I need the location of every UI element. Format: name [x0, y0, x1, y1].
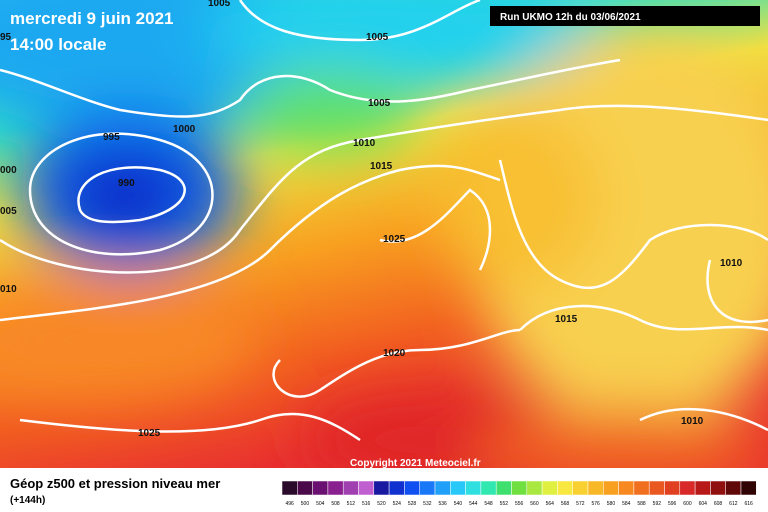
- scale-swatch: [603, 480, 619, 496]
- scale-swatch: [526, 480, 543, 496]
- isobar-label: 990: [118, 178, 135, 189]
- scale-label: 612: [729, 501, 738, 507]
- run-box: [490, 6, 760, 26]
- scale-swatch: [450, 480, 466, 496]
- scale-swatch: [664, 480, 681, 496]
- scale-swatch: [281, 480, 298, 496]
- scale-swatch: [404, 480, 420, 496]
- scale-label: 512: [347, 501, 356, 507]
- scale-label: 568: [561, 501, 570, 507]
- scale-label: 548: [484, 501, 493, 507]
- isobar-label: 000: [0, 165, 17, 176]
- scale-label: 524: [393, 501, 402, 507]
- copyright: Copyright 2021 Meteociel.fr: [350, 458, 481, 469]
- isobar-label: 1010: [720, 258, 743, 269]
- isobars: [0, 0, 768, 440]
- isobar-label: 1010: [681, 416, 704, 427]
- scale-label: 588: [637, 501, 646, 507]
- scale-label: 560: [530, 501, 539, 507]
- scale-label: 584: [622, 501, 631, 507]
- isobar-label: 1010: [353, 138, 376, 149]
- scale-label: 572: [576, 501, 585, 507]
- scale-swatch: [434, 480, 451, 496]
- time-label: 14:00 locale: [10, 35, 106, 54]
- scale-swatch: [572, 480, 589, 496]
- scale-label: 592: [653, 501, 662, 507]
- scale-label: 596: [668, 501, 677, 507]
- date-label: mercredi 9 juin 2021: [10, 9, 173, 28]
- isobar-label: 1005: [368, 98, 391, 109]
- scale-swatch: [541, 480, 558, 496]
- scale-swatch: [312, 480, 329, 496]
- scale-swatch: [495, 480, 512, 496]
- scale-label: 604: [699, 501, 708, 507]
- scale-label: 528: [408, 501, 417, 507]
- scale-label: 600: [683, 501, 692, 507]
- scale-swatch: [633, 480, 650, 496]
- scale-swatch: [373, 480, 390, 496]
- scale-swatch: [511, 480, 528, 496]
- scale-label: 508: [331, 501, 340, 507]
- scale-label: 552: [500, 501, 509, 507]
- scale-label: 580: [607, 501, 616, 507]
- scale-swatch: [618, 480, 635, 496]
- isobar-label: 1015: [370, 161, 393, 172]
- scale-label: 556: [515, 501, 524, 507]
- scale-label: 516: [362, 501, 371, 507]
- scale-swatch: [557, 480, 573, 496]
- isobar-label: 95: [0, 32, 12, 43]
- isobar-label: 1025: [138, 428, 161, 439]
- scale-swatch: [419, 480, 436, 496]
- map-field: [0, 0, 768, 490]
- scale-label: 544: [469, 501, 478, 507]
- scale-label: 608: [714, 501, 723, 507]
- isobar-label: 995: [103, 132, 120, 143]
- scale-label: 540: [454, 501, 463, 507]
- scale-swatch: [388, 480, 405, 496]
- scale-swatch: [342, 480, 359, 496]
- isobar-label: 1015: [555, 314, 578, 325]
- footer-subtitle: (+144h): [10, 495, 45, 506]
- scale-swatch: [587, 480, 604, 496]
- footer-title: Géop z500 et pression niveau mer: [10, 476, 220, 491]
- scale-label: 616: [744, 501, 753, 507]
- scale-label: 532: [423, 501, 432, 507]
- scale-swatch: [480, 480, 497, 496]
- scale-swatch: [740, 480, 757, 496]
- isobar-label: 1005: [208, 0, 231, 9]
- scale-label: 500: [301, 501, 310, 507]
- scale-label: 496: [285, 501, 294, 507]
- isobar-label: 1005: [366, 32, 389, 43]
- scale-swatch: [694, 480, 711, 496]
- run-label: Run UKMO 12h du 03/06/2021: [500, 12, 641, 23]
- isobar-label: 1020: [383, 348, 406, 359]
- scale-label: 576: [591, 501, 600, 507]
- scale-swatch: [327, 480, 344, 496]
- scale-swatch: [465, 480, 482, 496]
- scale-swatch: [648, 480, 665, 496]
- isobar-label: 1000: [173, 124, 196, 135]
- scale-label: 536: [438, 501, 447, 507]
- scale-swatch: [297, 480, 313, 496]
- scale-swatch: [725, 480, 742, 496]
- scale-swatch: [679, 480, 696, 496]
- isobar-label: 010: [0, 284, 17, 295]
- scale-label: 564: [546, 501, 555, 507]
- isobar-label: 1025: [383, 234, 406, 245]
- scale-swatch: [358, 480, 375, 496]
- scale-swatch: [710, 480, 726, 496]
- isobar-label: 005: [0, 206, 17, 217]
- scale-label: 520: [377, 501, 386, 507]
- scale-label: 504: [316, 501, 325, 507]
